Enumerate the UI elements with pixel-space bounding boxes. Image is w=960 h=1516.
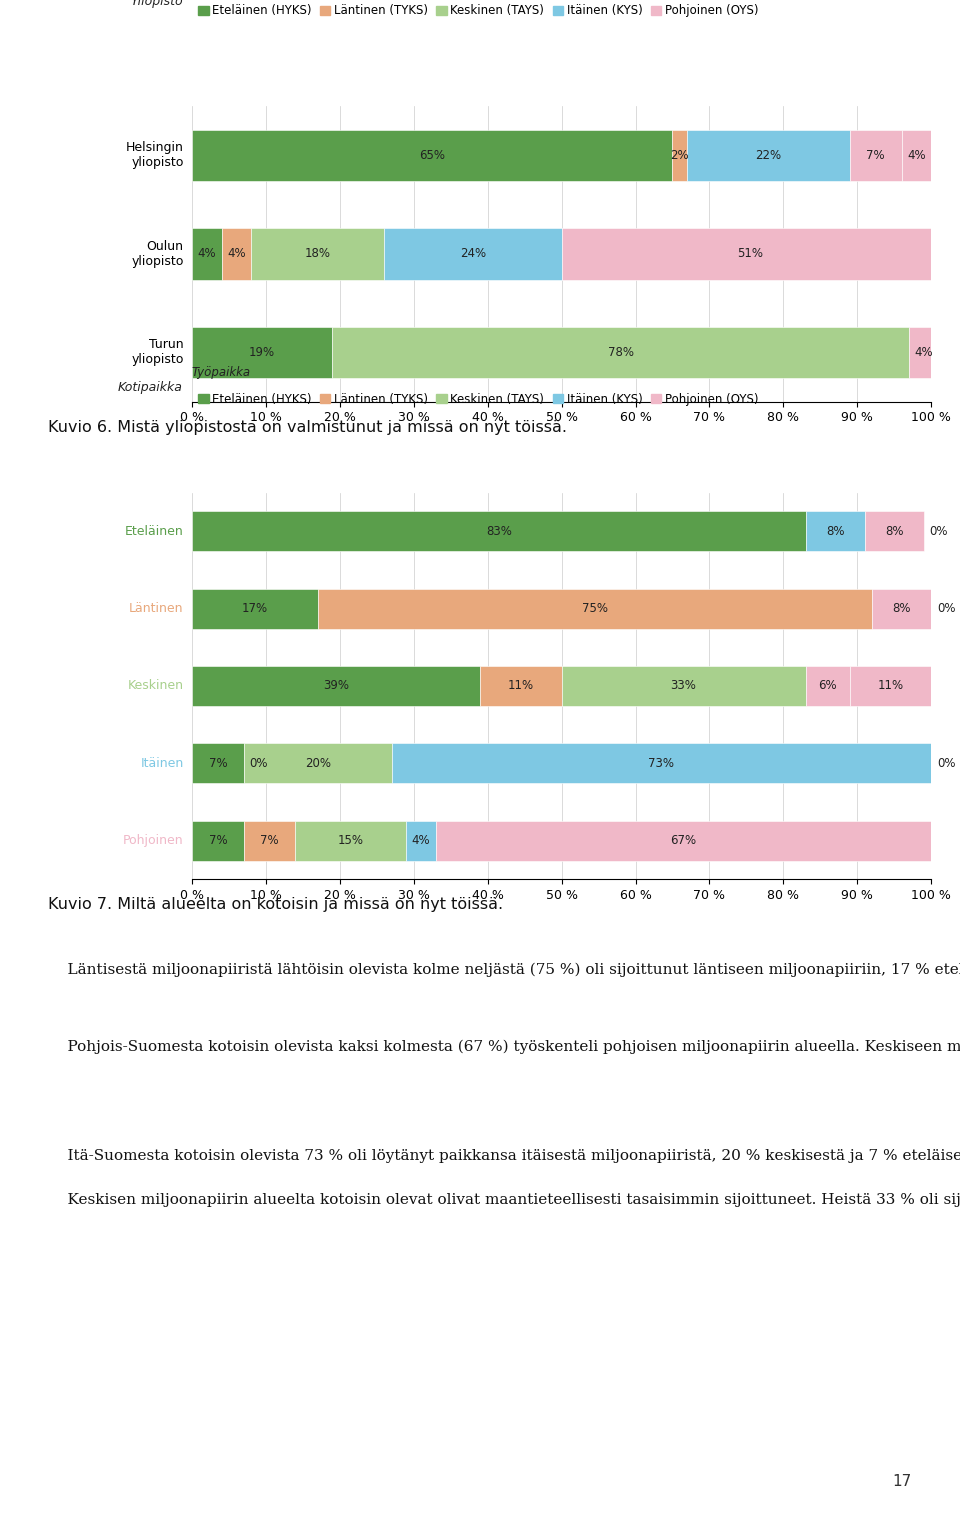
Text: 24%: 24% (460, 247, 486, 261)
Text: 78%: 78% (608, 346, 634, 359)
Text: 8%: 8% (893, 602, 911, 615)
Text: 17%: 17% (242, 602, 268, 615)
Bar (192, 130, 672, 180)
Text: Kotipaikka: Kotipaikka (117, 381, 182, 394)
Bar (805, 511, 865, 552)
Text: Keskisen miljoonapiirin alueelta kotoisin olevat olivat maantieteellisesti tasai: Keskisen miljoonapiirin alueelta kotoisi… (48, 1193, 960, 1207)
Bar (318, 588, 872, 629)
Bar (252, 229, 384, 279)
Bar (296, 820, 406, 861)
Bar (192, 588, 318, 629)
Bar (192, 820, 244, 861)
Bar (562, 229, 939, 279)
Bar (222, 229, 252, 279)
Text: 7%: 7% (867, 149, 885, 162)
Bar (332, 327, 909, 377)
Bar (850, 130, 901, 180)
Text: Yliopisto: Yliopisto (130, 0, 182, 8)
Bar (192, 743, 244, 784)
Text: 2%: 2% (670, 149, 689, 162)
Bar (805, 666, 850, 706)
Text: 18%: 18% (304, 247, 330, 261)
Text: 8%: 8% (826, 525, 845, 538)
Text: Pohjois-Suomesta kotoisin olevista kaksi kolmesta (67 %) työskenteli pohjoisen m: Pohjois-Suomesta kotoisin olevista kaksi… (48, 1040, 960, 1054)
Text: 17: 17 (893, 1474, 912, 1489)
Bar (672, 130, 687, 180)
Bar (192, 229, 222, 279)
Bar (192, 327, 332, 377)
Text: 7%: 7% (208, 756, 228, 770)
Text: 11%: 11% (877, 679, 903, 693)
Bar (384, 229, 562, 279)
Text: 67%: 67% (670, 834, 697, 847)
Text: 0%: 0% (929, 525, 948, 538)
Text: 22%: 22% (756, 149, 781, 162)
Text: 15%: 15% (338, 834, 364, 847)
Bar (872, 588, 931, 629)
Text: 0%: 0% (937, 602, 955, 615)
Text: 65%: 65% (420, 149, 445, 162)
Text: 8%: 8% (885, 525, 903, 538)
Bar (480, 666, 562, 706)
Text: 4%: 4% (227, 247, 246, 261)
Bar (901, 130, 931, 180)
Text: 75%: 75% (582, 602, 608, 615)
Text: Työpaikka: Työpaikka (192, 365, 252, 379)
Bar (406, 820, 436, 861)
Text: 0%: 0% (937, 756, 955, 770)
Bar (850, 666, 931, 706)
Text: 33%: 33% (671, 679, 697, 693)
Text: 0%: 0% (250, 756, 268, 770)
Text: 4%: 4% (412, 834, 430, 847)
Text: 73%: 73% (648, 756, 674, 770)
Text: Kuvio 6. Mistä yliopistosta on valmistunut ja missä on nyt töissä.: Kuvio 6. Mistä yliopistosta on valmistun… (48, 420, 567, 435)
Text: 11%: 11% (508, 679, 534, 693)
Bar (192, 511, 805, 552)
Text: 83%: 83% (486, 525, 512, 538)
Bar (244, 820, 296, 861)
Text: 19%: 19% (250, 346, 276, 359)
Legend: Eteläinen (HYKS), Läntinen (TYKS), Keskinen (TAYS), Itäinen (KYS), Pohjoinen (OY: Eteläinen (HYKS), Läntinen (TYKS), Keski… (198, 393, 758, 406)
Text: Itä-Suomesta kotoisin olevista 73 % oli löytänyt paikkansa itäisestä miljoonapii: Itä-Suomesta kotoisin olevista 73 % oli … (48, 1149, 960, 1163)
Bar (392, 743, 931, 784)
Text: 4%: 4% (915, 346, 933, 359)
Bar (192, 666, 480, 706)
Text: 4%: 4% (907, 149, 925, 162)
Text: Kuvio 7. Miltä alueelta on kotoisin ja missä on nyt töissä.: Kuvio 7. Miltä alueelta on kotoisin ja m… (48, 897, 503, 913)
Text: 7%: 7% (208, 834, 228, 847)
Text: Läntisestä miljoonapiiristä lähtöisin olevista kolme neljästä (75 %) oli sijoitt: Läntisestä miljoonapiiristä lähtöisin ol… (48, 963, 960, 976)
Text: 4%: 4% (198, 247, 216, 261)
Bar (909, 327, 939, 377)
Bar (865, 511, 924, 552)
Legend: Eteläinen (HYKS), Läntinen (TYKS), Keskinen (TAYS), Itäinen (KYS), Pohjoinen (OY: Eteläinen (HYKS), Läntinen (TYKS), Keski… (198, 5, 758, 18)
Text: 51%: 51% (737, 247, 763, 261)
Bar (562, 666, 805, 706)
Text: 39%: 39% (324, 679, 349, 693)
Bar (436, 820, 931, 861)
Text: 7%: 7% (260, 834, 279, 847)
Bar (687, 130, 850, 180)
Text: 20%: 20% (304, 756, 330, 770)
Bar (244, 743, 392, 784)
Text: 6%: 6% (818, 679, 837, 693)
